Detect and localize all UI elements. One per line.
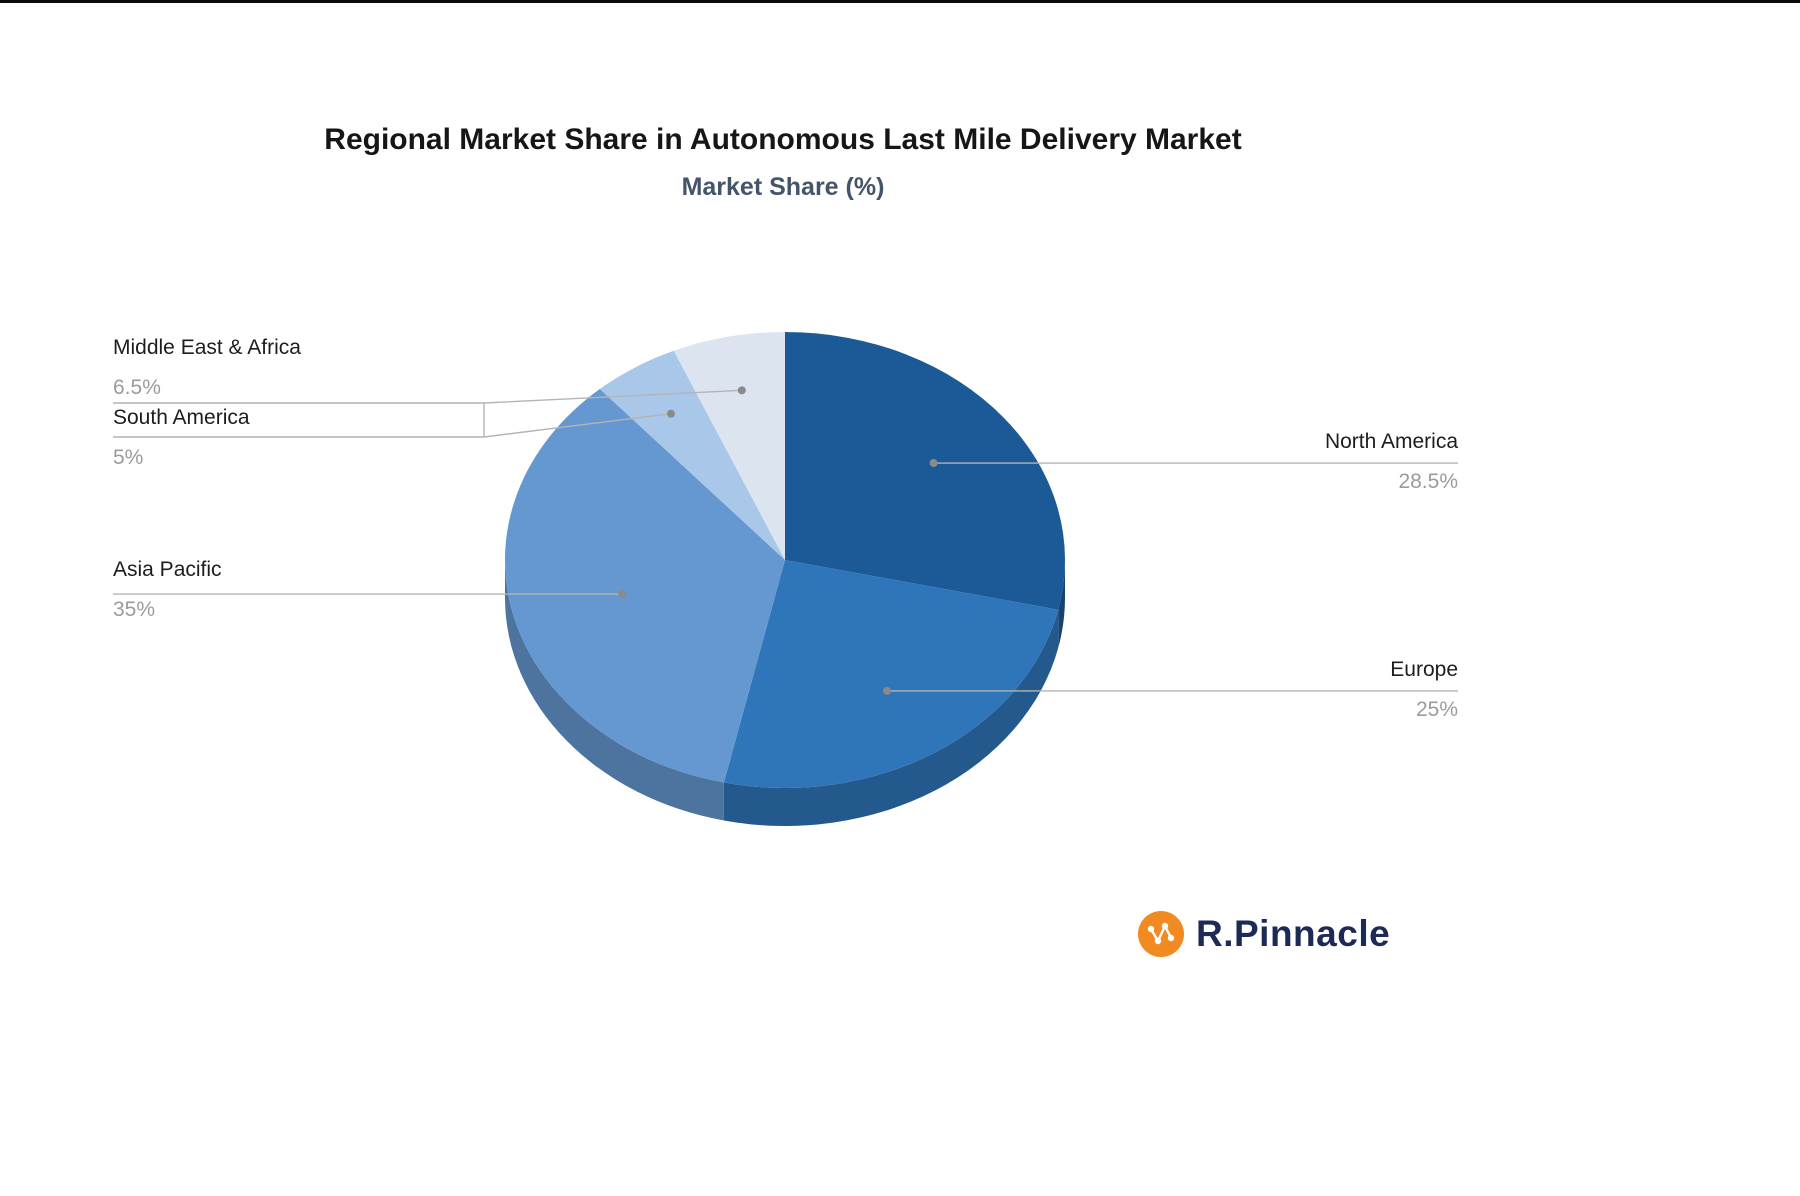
callout-asia-pacific: Asia Pacific 35% (113, 557, 222, 623)
callout-label-south-america: South America (113, 406, 250, 429)
pie-slice-middle-east-africa (673, 332, 785, 560)
callout-dot-asia-pacific (618, 590, 627, 599)
pie-slice-europe-side (723, 609, 1059, 826)
brand-logo: R.Pinnacle (1138, 911, 1390, 957)
chart-subtitle: Market Share (%) (681, 173, 885, 201)
brand-icon (1138, 911, 1184, 957)
callout-dot-north-america (929, 459, 938, 468)
callout-value-south-america: 5% (113, 446, 144, 469)
chart-title: Regional Market Share in Autonomous Last… (324, 123, 1242, 156)
chart-header: Regional Market Share in Autonomous Last… (324, 123, 1241, 202)
callout-dot-middle-east-africa (737, 386, 746, 395)
callout-line-south-america (483, 413, 672, 438)
callout-value-asia-pacific: 35% (113, 598, 156, 621)
callout-value-north-america: 28.5% (1398, 470, 1458, 493)
brand-name: R.Pinnacle (1196, 913, 1391, 954)
callout-middle-east-africa: Middle East & Africa 6.5% (113, 335, 301, 401)
pie-slice-north-america-side (1058, 560, 1065, 648)
callout-south-america: South America 5% (113, 405, 250, 471)
callout-label-europe: Europe (1390, 658, 1458, 681)
callout-north-america: North America 28.5% (1325, 429, 1458, 495)
callout-dot-south-america (666, 409, 675, 418)
callout-value-middle-east-africa: 6.5% (113, 376, 161, 399)
pie-slice-south-america (599, 350, 785, 560)
pie-slice-europe (723, 560, 1059, 788)
pie-slice-asia-pacific (505, 388, 785, 783)
callout-value-europe: 25% (1415, 698, 1458, 721)
callout-label-north-america: North America (1324, 430, 1458, 453)
pie-slice-north-america (785, 332, 1065, 610)
callout-europe: Europe 25% (1390, 657, 1458, 723)
callout-label-middle-east-africa: Middle East & Africa (113, 336, 301, 359)
callout-dot-europe (883, 686, 892, 695)
callout-line-middle-east-africa (483, 389, 742, 404)
pie-slice-asia-pacific-side (505, 560, 724, 821)
callout-label-asia-pacific: Asia Pacific (113, 558, 222, 581)
pie-chart (113, 332, 1458, 826)
